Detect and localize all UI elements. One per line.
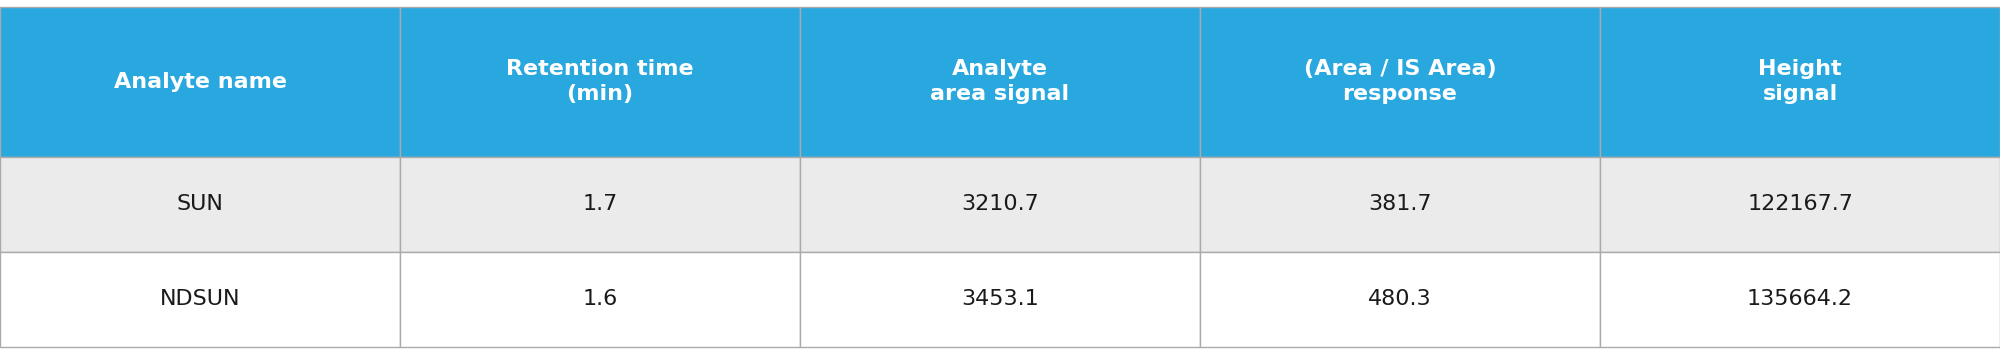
Bar	[1600, 156, 2000, 252]
Bar	[400, 252, 800, 347]
Bar	[1600, 7, 2000, 156]
Bar	[0, 7, 400, 156]
Text: SUN: SUN	[176, 194, 224, 214]
Text: (Area / IS Area)
response: (Area / IS Area) response	[1304, 59, 1496, 104]
Bar	[0, 156, 400, 252]
Bar	[1200, 7, 1600, 156]
Text: Retention time
(min): Retention time (min)	[506, 59, 694, 104]
Text: 3210.7: 3210.7	[962, 194, 1038, 214]
Text: Analyte name: Analyte name	[114, 72, 286, 92]
Bar	[800, 252, 1200, 347]
Bar	[400, 156, 800, 252]
Bar	[400, 7, 800, 156]
Bar	[1200, 156, 1600, 252]
Text: Analyte
area signal: Analyte area signal	[930, 59, 1070, 104]
Text: NDSUN: NDSUN	[160, 289, 240, 309]
Text: 1.6: 1.6	[582, 289, 618, 309]
Text: 122167.7: 122167.7	[1748, 194, 1852, 214]
Bar	[800, 156, 1200, 252]
Text: 135664.2: 135664.2	[1748, 289, 1852, 309]
Bar	[800, 7, 1200, 156]
Bar	[1200, 252, 1600, 347]
Text: Height
signal: Height signal	[1758, 59, 1842, 104]
Text: 480.3: 480.3	[1368, 289, 1432, 309]
Bar	[1600, 252, 2000, 347]
Text: 3453.1: 3453.1	[962, 289, 1038, 309]
Text: 1.7: 1.7	[582, 194, 618, 214]
Bar	[0, 252, 400, 347]
Text: 381.7: 381.7	[1368, 194, 1432, 214]
